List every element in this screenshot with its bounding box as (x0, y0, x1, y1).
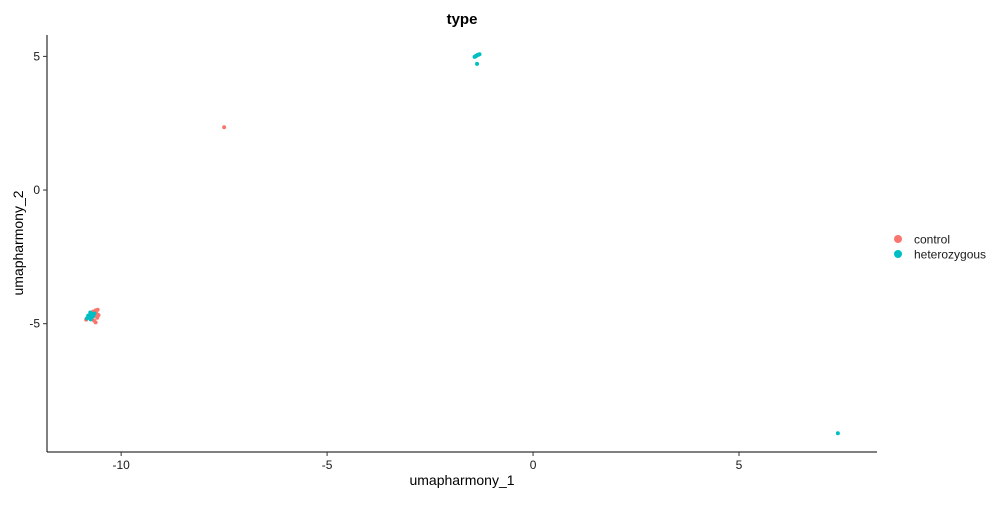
data-point-heterozygous (90, 314, 95, 319)
y-axis-ticks: -5 0 5 (29, 49, 47, 331)
x-tick-label: -10 (112, 458, 130, 472)
y-tick-label: -5 (29, 317, 40, 331)
data-point-control (93, 320, 98, 325)
data-point-heterozygous (835, 431, 840, 436)
y-axis-title: umapharmony_2 (10, 190, 26, 295)
x-axis-title: umapharmony_1 (409, 472, 514, 488)
legend-key (894, 235, 902, 243)
data-point-heterozygous (475, 61, 480, 66)
data-point-control (95, 307, 100, 312)
y-tick-label: 5 (33, 49, 40, 63)
legend-label: control (914, 233, 950, 247)
x-axis-ticks: -10 -5 0 5 (112, 452, 743, 472)
y-tick-label: 0 (33, 183, 40, 197)
legend-key (894, 250, 902, 258)
chart-title: type (447, 11, 478, 28)
x-tick-label: 5 (736, 458, 743, 472)
data-point-heterozygous (84, 316, 89, 321)
legend-label: heterozygous (914, 248, 986, 262)
points-layer (84, 52, 840, 436)
data-point-control (96, 313, 101, 318)
data-point-heterozygous (92, 311, 97, 316)
data-point-heterozygous (476, 52, 481, 57)
data-point-control (222, 125, 227, 130)
x-tick-label: 0 (530, 458, 537, 472)
x-tick-label: -5 (322, 458, 333, 472)
